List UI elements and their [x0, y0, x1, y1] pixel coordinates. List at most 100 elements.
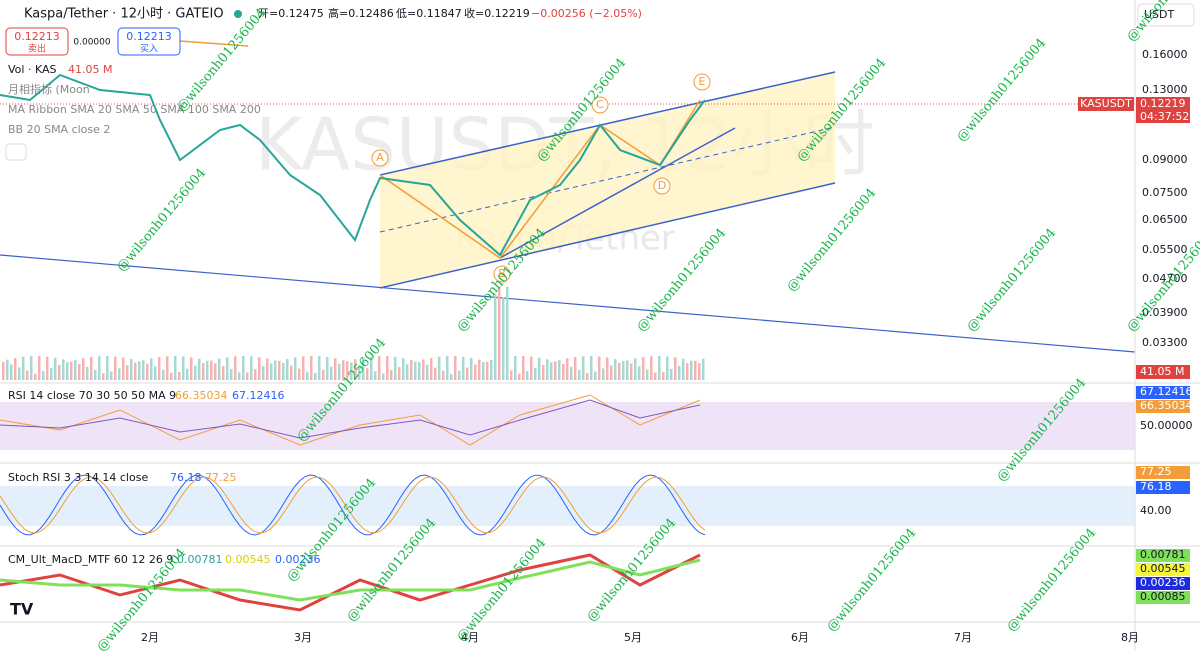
volume-bar — [530, 356, 533, 380]
currency[interactable]: USDT — [1144, 8, 1175, 21]
stoch-k: 76.18 — [170, 471, 202, 484]
ohlc-open: 开=0.12475 — [258, 7, 324, 20]
volume-bar — [222, 366, 225, 380]
buy-label[interactable]: 买入 — [140, 44, 158, 55]
rsi-badge-1 — [1136, 386, 1190, 399]
time-axis: 2月 3月 4月 5月 6月 7月 8月 — [141, 631, 1139, 644]
volume-bar — [314, 372, 317, 380]
sell-button[interactable] — [5, 27, 69, 56]
macd-badge-4-text: 0.00085 — [1140, 590, 1186, 603]
volume-bar — [370, 356, 373, 380]
volume-bar — [218, 358, 221, 380]
volume-bar — [194, 365, 197, 380]
volume-bar — [170, 372, 173, 380]
volume-bar — [614, 358, 617, 380]
volume-bar — [550, 362, 553, 380]
rsi-badge-2 — [1136, 400, 1190, 413]
legend-moon: 月相指标 (Moon — [8, 82, 90, 96]
pattern-circle — [693, 73, 711, 91]
volume-bar — [326, 356, 329, 380]
volume-badge-text: 41.05 M — [1140, 365, 1184, 378]
volume-bar — [574, 356, 577, 380]
volume-bar — [10, 364, 13, 380]
volume-bar — [474, 364, 477, 380]
volume-bar — [34, 373, 37, 380]
volume-bar — [102, 373, 105, 380]
time-axis-label: 8月 — [1121, 631, 1139, 644]
time-axis-label: 6月 — [791, 631, 809, 644]
stoch-badge-1-text: 77.25 — [1140, 465, 1172, 478]
volume-bar — [178, 371, 181, 380]
volume-bar — [598, 356, 601, 380]
volume-bar — [466, 367, 469, 380]
volume-bar — [446, 356, 449, 380]
volume-bar — [310, 356, 313, 380]
volume-bar — [534, 367, 537, 380]
volume-bar — [58, 364, 61, 380]
macd-badge-2-text: 0.00545 — [1140, 562, 1186, 575]
volume-bar — [82, 358, 85, 380]
legend-bb: BB 20 SMA close 2 — [8, 123, 110, 136]
signal-line — [0, 558, 701, 602]
volume-bar — [450, 373, 453, 380]
volume-bar — [638, 366, 641, 380]
volume-bar — [478, 359, 481, 380]
long-trend-line — [0, 254, 1136, 353]
macd-badge-3-text: 0.00236 — [1140, 576, 1186, 589]
ohlc-close: 收=0.12219 — [464, 6, 530, 20]
volume-bar — [694, 360, 697, 380]
volume-badge — [1136, 365, 1190, 379]
volume-bar — [418, 362, 421, 380]
symbol: Kaspa/Tether · 12小时 · GATEIO — [24, 7, 224, 22]
stoch-label: Stoch RSI 3 3 14 14 close — [8, 471, 148, 484]
macd-badge-4 — [1136, 591, 1190, 604]
price-badge-text: 0.12219 — [1140, 97, 1186, 110]
volume-bar — [338, 363, 341, 380]
volume-bar — [442, 370, 445, 380]
volume-bar — [498, 288, 501, 380]
volume-bar — [234, 356, 237, 380]
sell-price[interactable]: 0.12213 — [14, 30, 60, 43]
status-dot — [234, 10, 242, 18]
ohlc-high: 高=0.12486 — [328, 6, 394, 20]
stoch-axis-label: 40.00 — [1140, 504, 1172, 517]
volume-bar — [50, 367, 53, 380]
volume-bar — [126, 365, 129, 380]
volume-bar — [322, 369, 325, 380]
volume-bar — [350, 362, 353, 380]
volume-bar — [274, 360, 277, 380]
volume-bar — [258, 357, 261, 380]
volume-bar — [390, 370, 393, 380]
volume-bar — [210, 360, 213, 380]
buy-price[interactable]: 0.12213 — [126, 30, 172, 43]
channel-top — [379, 71, 836, 176]
volume-bar — [602, 368, 605, 380]
rsi-ma-line — [0, 399, 701, 439]
volume-bar — [670, 368, 673, 380]
volume-bar — [230, 369, 233, 380]
currency-button[interactable] — [1137, 3, 1195, 27]
volume-bar — [406, 364, 409, 380]
price-axis-label: 0.04700 — [1142, 272, 1188, 285]
price-axis-label: 0.03900 — [1142, 306, 1188, 319]
macd-badge-1-text: 0.00781 — [1140, 548, 1186, 561]
symbol-badge — [1078, 97, 1134, 111]
legend-volume: Vol · KAS — [8, 63, 56, 76]
stoch-d: 77.25 — [205, 471, 237, 484]
sell-label[interactable]: 卖出 — [28, 43, 46, 55]
volume-bar — [522, 356, 525, 380]
macd-badge-2 — [1136, 563, 1190, 576]
collapse-button[interactable] — [5, 143, 27, 161]
time-axis-label: 3月 — [294, 631, 312, 644]
volume-bar — [134, 362, 137, 380]
volume-bar — [626, 360, 629, 380]
volume-bar — [562, 363, 565, 380]
buy-button[interactable] — [117, 27, 181, 56]
volume-bar — [630, 363, 633, 380]
volume-bar — [142, 360, 145, 380]
volume-bar — [454, 356, 457, 380]
volume-bar — [114, 356, 117, 380]
ohlc-low: 低=0.11847 — [396, 7, 462, 20]
volume-bar — [594, 371, 597, 380]
